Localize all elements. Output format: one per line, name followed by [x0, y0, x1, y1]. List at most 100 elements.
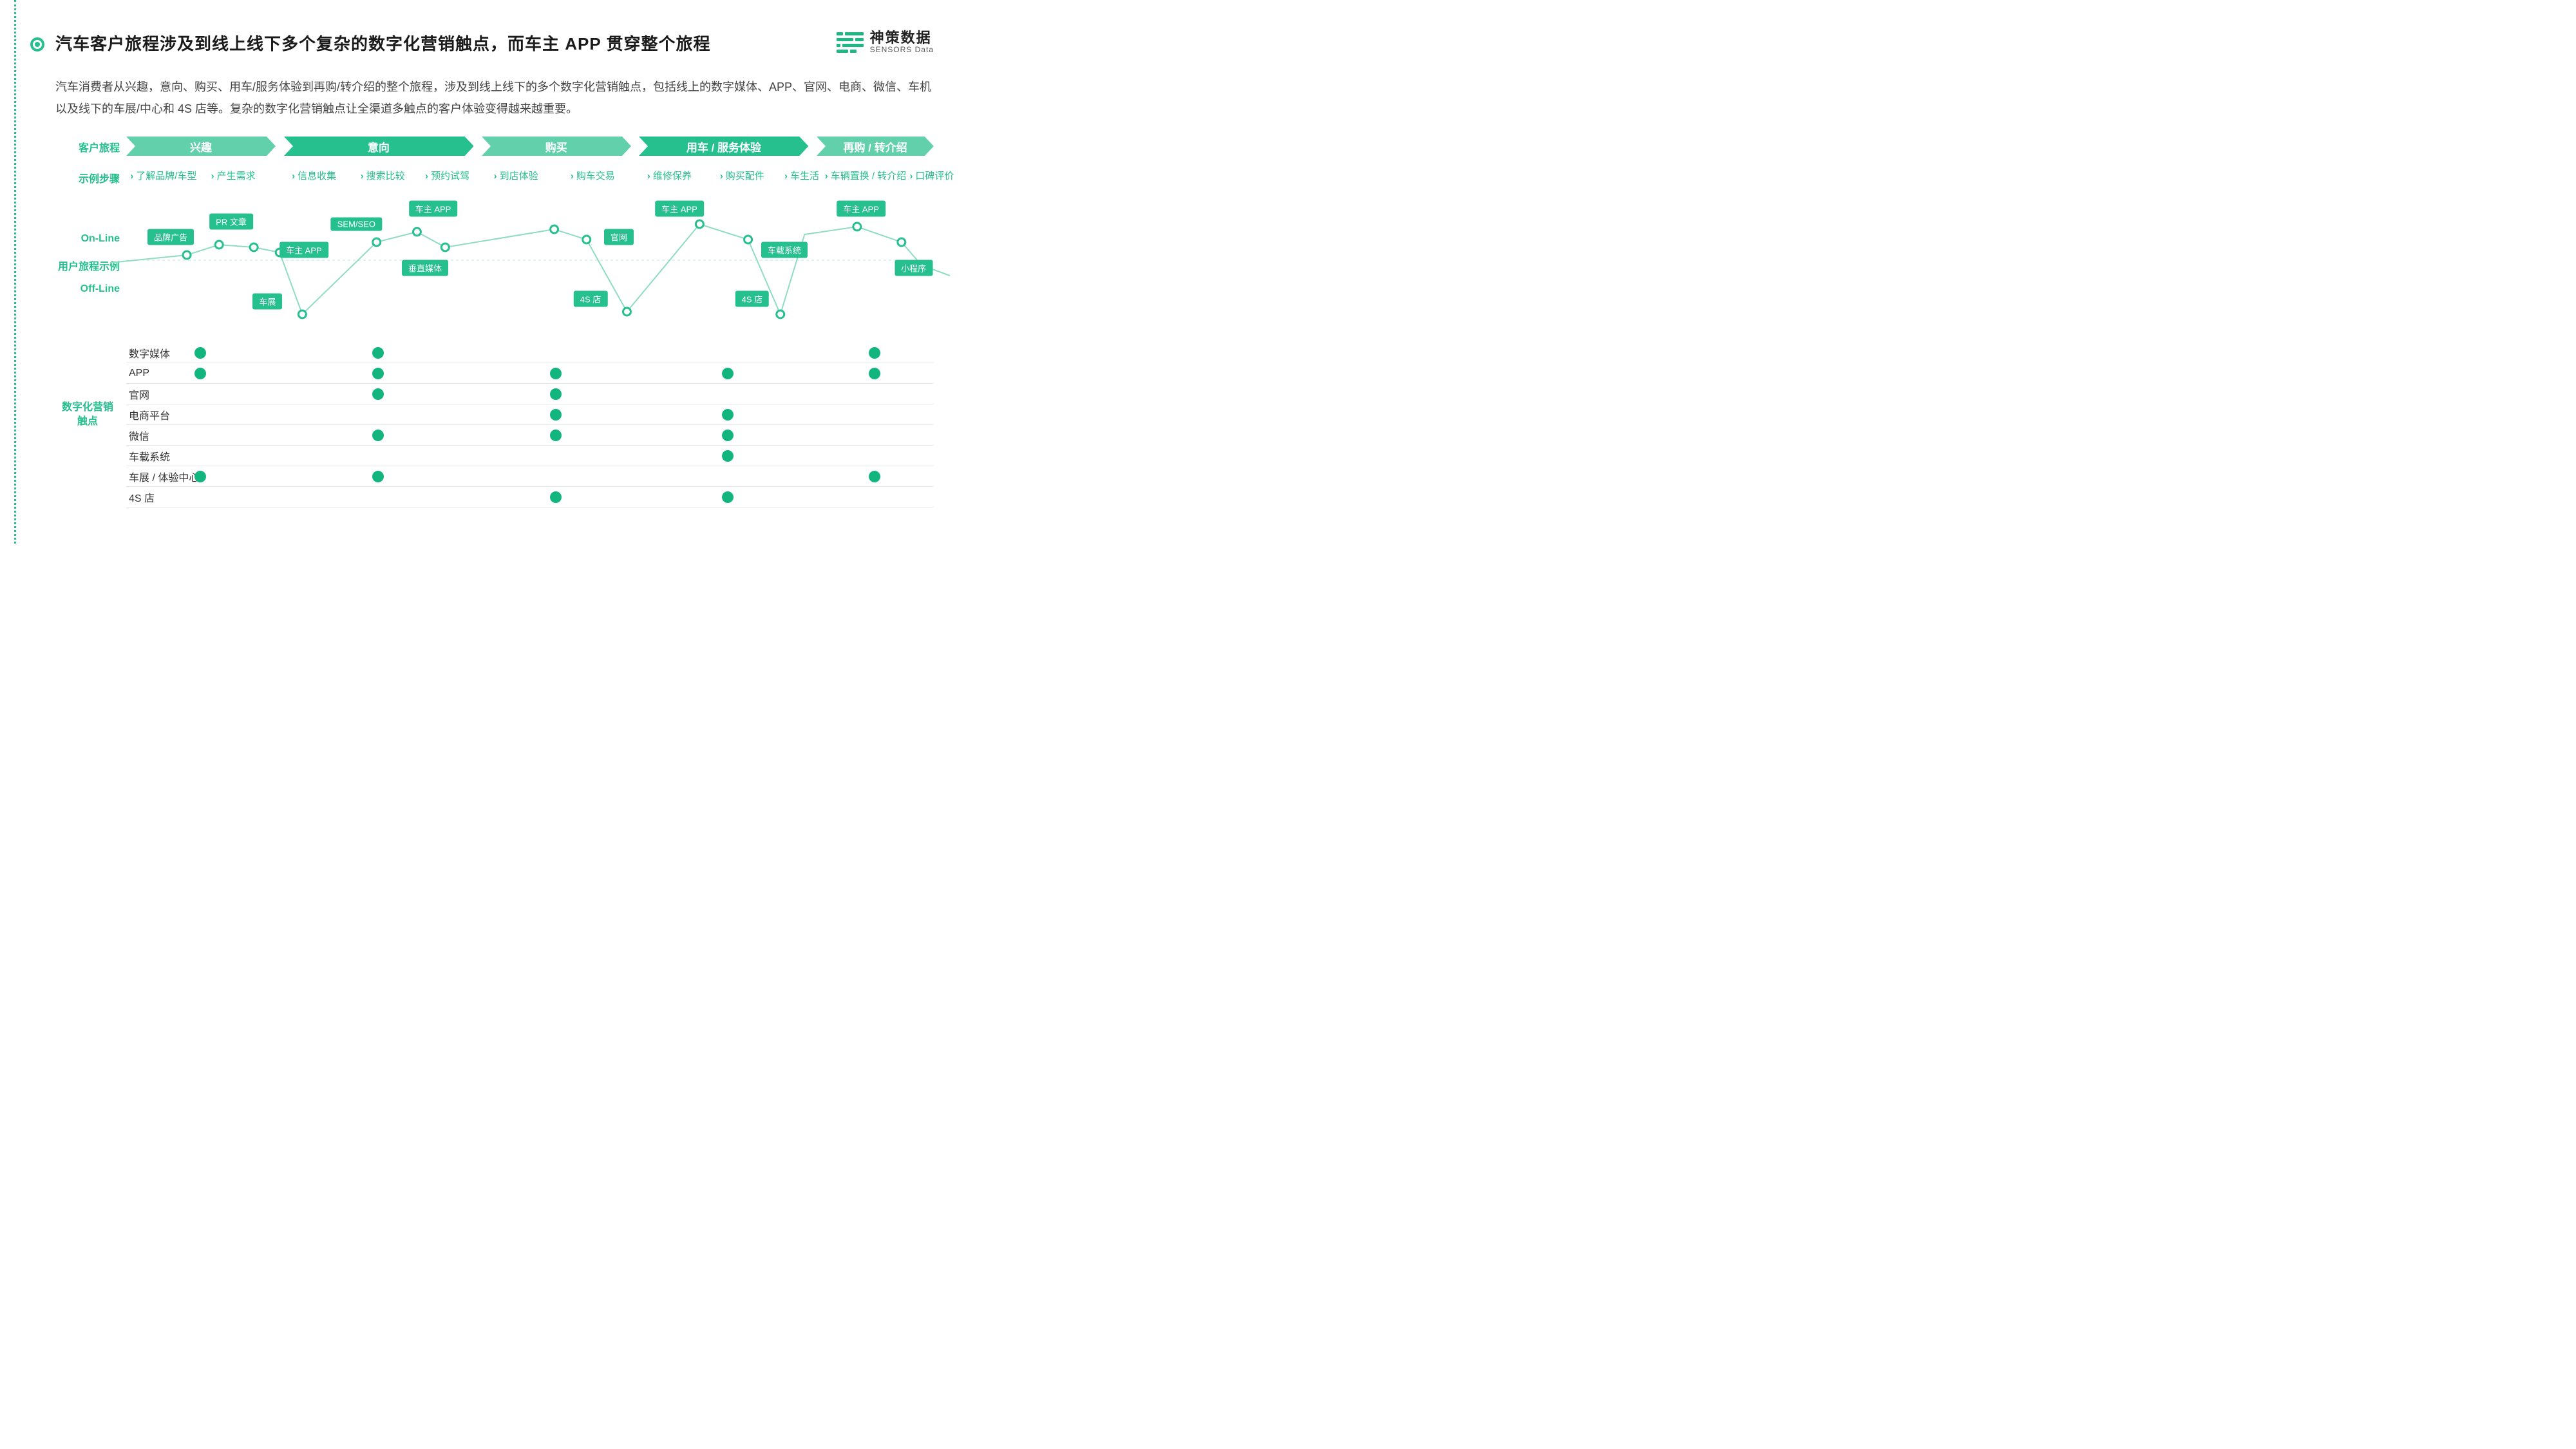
matrix-row-label-4: 微信 — [126, 425, 149, 446]
matrix-row-1: APP — [126, 363, 934, 384]
step-3: 搜索比较 — [361, 169, 405, 182]
title-bullet-icon — [30, 37, 44, 52]
matrix-row-2: 官网 — [126, 384, 934, 404]
journey-tag-8: 4S 店 — [574, 291, 608, 307]
steps-row: 了解品牌/车型 产生需求 信息收集 搜索比较 预约试驾 到店体验 购车交易 维修保养 购买配件 车… — [126, 169, 934, 188]
matrix-row-6: 车展 / 体验中心 — [126, 466, 934, 487]
stage-arrows: 兴趣 意向 购买 用车 / 服务体验 再购 / 转介绍 — [126, 137, 934, 160]
label-journey: 客户旅程 — [55, 139, 120, 155]
journey-tag-3: 车展 — [252, 294, 282, 310]
step-5: 到店体验 — [494, 169, 538, 182]
journey-node-7 — [413, 228, 421, 236]
touchpoint-matrix: 数字化营销触点 数字媒体APP官网电商平台微信车载系统车展 / 体验中心4S 店 — [55, 343, 934, 507]
journey-tag-1: PR 文章 — [209, 214, 253, 230]
step-11: 口碑评价 — [909, 169, 954, 182]
journey-node-17 — [898, 238, 905, 246]
matrix-dot-0-0 — [194, 347, 206, 359]
journey-node-8 — [441, 243, 449, 251]
matrix-dot-4-1 — [372, 430, 384, 441]
step-10: 车辆置换 / 转介绍 — [825, 169, 907, 182]
matrix-row-label-0: 数字媒体 — [126, 343, 170, 363]
matrix-dot-4-3 — [722, 430, 734, 441]
matrix-dot-1-4 — [869, 368, 880, 379]
stage-4: 再购 / 转介绍 — [817, 137, 934, 156]
matrix-dot-4-2 — [550, 430, 562, 441]
brand-logo: 神策数据 SENSORS Data — [837, 31, 934, 54]
logo-mark-icon — [837, 31, 864, 54]
label-steps: 示例步骤 — [55, 170, 120, 185]
matrix-dot-0-1 — [372, 347, 384, 359]
stage-3: 用车 / 服务体验 — [639, 137, 808, 156]
step-0: 了解品牌/车型 — [130, 169, 196, 182]
matrix-dot-6-1 — [372, 471, 384, 482]
journey-tag-4: SEM/SEO — [331, 218, 382, 231]
stage-0: 兴趣 — [126, 137, 276, 156]
journey-node-16 — [853, 223, 861, 231]
journey-node-1 — [183, 251, 191, 259]
step-8: 购买配件 — [720, 169, 764, 182]
journey-node-13 — [744, 236, 752, 243]
step-9: 车生活 — [784, 169, 819, 182]
left-dotted-rule — [14, 0, 16, 544]
logo-text-en: SENSORS Data — [870, 45, 934, 54]
matrix-dot-1-3 — [722, 368, 734, 379]
page-subtitle: 汽车消费者从兴趣，意向、购买、用车/服务体验到再购/转介绍的整个旅程，涉及到线上… — [55, 76, 934, 120]
label-offline: Off-Line — [55, 283, 120, 295]
journey-tag-12: 车主 APP — [837, 201, 886, 217]
stage-1: 意向 — [284, 137, 474, 156]
matrix-dot-1-1 — [372, 368, 384, 379]
journey-tag-2: 车主 APP — [279, 242, 328, 258]
step-7: 维修保养 — [647, 169, 692, 182]
matrix-row-label-3: 电商平台 — [126, 404, 170, 425]
journey-node-6 — [373, 238, 381, 246]
matrix-row-label-7: 4S 店 — [126, 487, 155, 507]
matrix-dot-2-2 — [550, 388, 562, 400]
step-1: 产生需求 — [211, 169, 256, 182]
step-4: 预约试驾 — [425, 169, 469, 182]
matrix-row-label-1: APP — [126, 363, 149, 384]
journey-node-9 — [551, 225, 558, 233]
journey-tag-6: 垂直媒体 — [402, 260, 448, 276]
matrix-dot-7-3 — [722, 491, 734, 503]
matrix-dot-1-2 — [550, 368, 562, 379]
matrix-row-5: 车载系统 — [126, 446, 934, 466]
journey-tag-13: 小程序 — [895, 260, 933, 276]
journey-node-14 — [777, 310, 784, 318]
matrix-dot-6-0 — [194, 471, 206, 482]
journey-tag-5: 车主 APP — [409, 201, 458, 217]
journey-tag-9: 车主 APP — [655, 201, 704, 217]
matrix-dot-0-4 — [869, 347, 880, 359]
logo-text-cn: 神策数据 — [870, 31, 934, 45]
step-2: 信息收集 — [292, 169, 336, 182]
page-title: 汽车客户旅程涉及到线上线下多个复杂的数字化营销触点，而车主 APP 贯穿整个旅程 — [55, 31, 710, 55]
matrix-dot-1-0 — [194, 368, 206, 379]
matrix-row-7: 4S 店 — [126, 487, 934, 507]
matrix-dot-5-3 — [722, 450, 734, 462]
matrix-row-3: 电商平台 — [126, 404, 934, 425]
journey-node-11 — [623, 308, 630, 316]
journey-node-10 — [583, 236, 591, 243]
journey-node-12 — [696, 220, 703, 228]
label-matrix: 数字化营销触点 — [55, 401, 120, 430]
matrix-dot-7-2 — [550, 491, 562, 503]
matrix-row-0: 数字媒体 — [126, 343, 934, 363]
matrix-row-label-5: 车载系统 — [126, 446, 170, 466]
content-area: 客户旅程 示例步骤 On-Line 用户旅程示例 Off-Line 兴趣 意向 … — [55, 137, 934, 531]
matrix-dot-2-1 — [372, 388, 384, 400]
label-online: On-Line — [55, 233, 120, 245]
journey-node-3 — [250, 243, 258, 251]
matrix-dot-6-4 — [869, 471, 880, 482]
journey-tag-10: 车载系统 — [761, 242, 808, 258]
journey-node-2 — [215, 241, 223, 249]
matrix-row-label-2: 官网 — [126, 384, 149, 404]
journey-tag-0: 品牌广告 — [147, 229, 194, 245]
journey-chart: 品牌广告PR 文章车主 APP车展SEM/SEO车主 APP垂直媒体官网4S 店… — [126, 196, 934, 325]
journey-tag-7: 官网 — [604, 229, 634, 245]
matrix-row-4: 微信 — [126, 425, 934, 446]
step-6: 购车交易 — [571, 169, 615, 182]
journey-node-5 — [298, 310, 306, 318]
matrix-dot-3-3 — [722, 409, 734, 421]
stage-2: 购买 — [482, 137, 631, 156]
label-midline: 用户旅程示例 — [55, 258, 120, 273]
matrix-dot-3-2 — [550, 409, 562, 421]
